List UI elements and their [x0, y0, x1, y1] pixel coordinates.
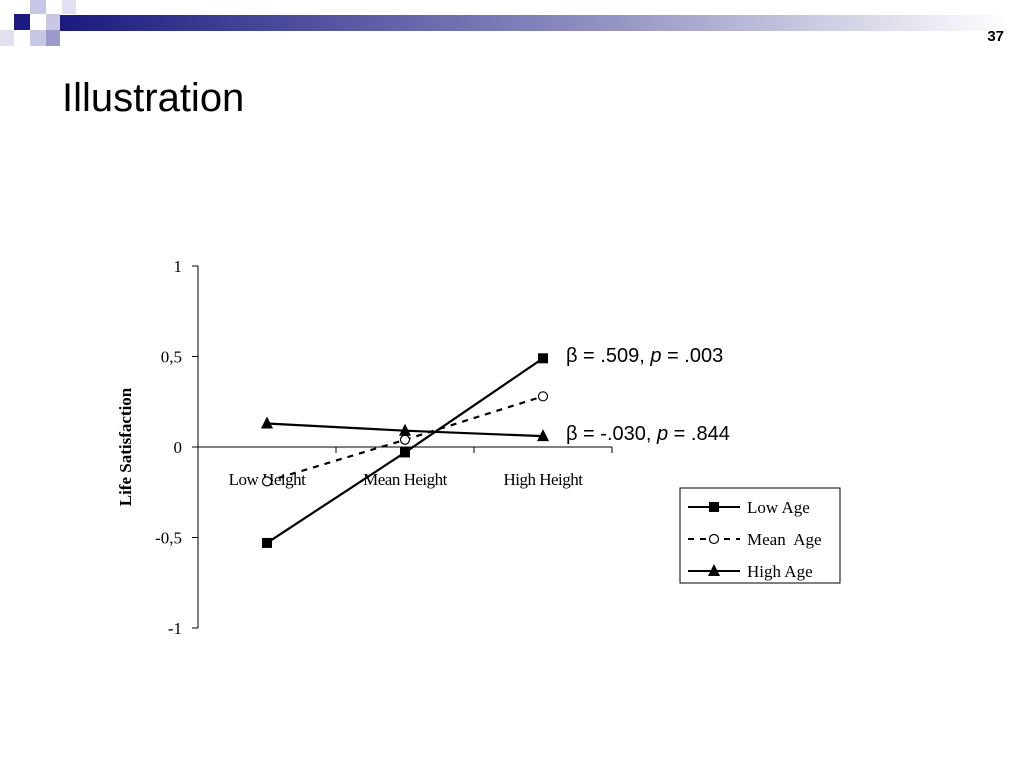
marker-triangle	[261, 416, 273, 429]
marker-triangle	[537, 429, 549, 442]
legend-marker	[708, 533, 720, 545]
annotation-part: β = .509,	[566, 345, 650, 367]
y-axis-label: Life Satisfaction	[116, 387, 135, 506]
slide-title: Illustration	[62, 76, 244, 120]
marker-square	[400, 447, 410, 458]
legend-label: Low Age	[747, 498, 810, 517]
legend-label: Mean Age	[747, 530, 822, 549]
annotation-part: p	[656, 423, 668, 445]
legend-marker	[709, 502, 719, 512]
x-tick-label: High Height	[503, 470, 583, 489]
marker-triangle	[399, 423, 411, 436]
annotation: β = .509, p = .003	[566, 345, 723, 367]
annotation-part: β = -.030,	[566, 423, 657, 445]
marker-square	[262, 537, 272, 548]
marker-circle	[537, 391, 549, 402]
marker-circle	[399, 434, 411, 445]
header-decoration	[0, 0, 1010, 46]
annotation: β = -.030, p = .844	[566, 423, 730, 445]
y-tick-label: 0,5	[161, 348, 182, 367]
legend-marker	[708, 564, 720, 576]
y-tick-label: -1	[168, 619, 182, 638]
legend-box	[679, 487, 841, 584]
slide-number: 37	[987, 28, 1004, 45]
x-tick-label: Mean Height	[363, 470, 448, 489]
annotation-part: = .844	[668, 423, 730, 445]
annotation-part: = .003	[661, 345, 723, 367]
marker-circle	[261, 476, 273, 487]
annotation-part: p	[649, 345, 661, 367]
legend-label: High Age	[747, 562, 813, 581]
y-tick-label: 0	[174, 438, 183, 457]
y-tick-label: 1	[174, 257, 183, 276]
marker-square	[538, 353, 548, 364]
y-tick-label: -0,5	[155, 529, 182, 548]
